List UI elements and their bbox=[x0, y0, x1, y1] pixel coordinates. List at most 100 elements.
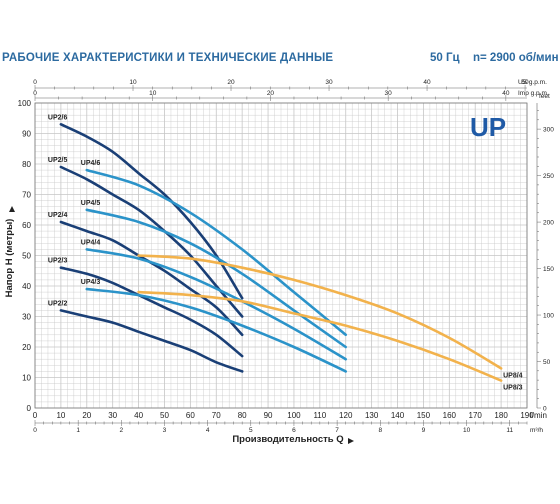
y-tick-label: 60 bbox=[22, 221, 31, 230]
x-tick-label: 90 bbox=[264, 411, 273, 420]
secondary-tick-label: 10 bbox=[463, 427, 471, 434]
y-axis-label: Напор H (метры) bbox=[4, 219, 15, 298]
secondary-tick-label: 7 bbox=[335, 427, 339, 434]
imp-gpm-unit-label: Imp g.p.m. bbox=[518, 90, 549, 97]
x-tick-label: 160 bbox=[443, 411, 457, 420]
secondary-tick-label: 0 bbox=[33, 79, 37, 86]
secondary-tick-label: 40 bbox=[423, 79, 431, 86]
x-tick-label: 60 bbox=[186, 411, 195, 420]
x-tick-label: 70 bbox=[212, 411, 221, 420]
us-gpm-unit-label: US g.p.m. bbox=[518, 79, 547, 86]
series-label-up2-6: UP2/6 bbox=[48, 114, 68, 121]
series-label-up8-4: UP8/4 bbox=[503, 372, 523, 379]
series-label-up2-4: UP2/4 bbox=[48, 212, 68, 219]
y-tick-label: 10 bbox=[22, 374, 31, 383]
secondary-tick-label: 5 bbox=[249, 427, 253, 434]
secondary-tick-label: 8 bbox=[378, 427, 382, 434]
chart-title: РАБОЧИЕ ХАРАКТЕРИСТИКИ И ТЕХНИЧЕСКИЕ ДАН… bbox=[2, 52, 334, 64]
series-line-up2-5 bbox=[59, 165, 244, 318]
series-labels: UP2/6 UP2/5 UP2/4 UP2/3 UP2/2 UP4/6 UP4/5 UP4/4… bbox=[48, 114, 523, 391]
frequency-label: 50 Гц bbox=[430, 52, 460, 64]
series-line-up2-3 bbox=[59, 266, 244, 358]
feet-tick-label: 50 bbox=[543, 359, 551, 366]
x-tick-label: 80 bbox=[238, 411, 247, 420]
x-unit-label: l/min bbox=[530, 411, 547, 420]
y-tick-label: 90 bbox=[22, 130, 31, 139]
feet-tick-label: 0 bbox=[543, 406, 547, 413]
y-tick-label: 50 bbox=[22, 252, 31, 261]
chart-series bbox=[59, 123, 503, 382]
secondary-tick-label: 20 bbox=[267, 90, 275, 97]
series-line-up8-3 bbox=[137, 290, 503, 382]
y-tick-label: 0 bbox=[27, 404, 32, 413]
x-tick-label: 30 bbox=[108, 411, 117, 420]
x-axis-label: Производительность Q bbox=[232, 434, 343, 445]
secondary-tick-label: 30 bbox=[325, 79, 333, 86]
x-tick-label: 40 bbox=[134, 411, 143, 420]
x-tick-label: 170 bbox=[469, 411, 483, 420]
x-tick-label: 20 bbox=[82, 411, 91, 420]
series-label-up4-6: UP4/6 bbox=[81, 160, 101, 167]
secondary-tick-label: 0 bbox=[33, 90, 37, 97]
secondary-tick-label: 1 bbox=[76, 427, 80, 434]
series-line-up4-6 bbox=[85, 168, 347, 337]
series-line-up2-2 bbox=[59, 309, 244, 373]
y-tick-label: 100 bbox=[18, 99, 32, 108]
secondary-tick-label: 10 bbox=[149, 90, 157, 97]
feet-tick-label: 300 bbox=[543, 127, 554, 134]
x-tick-label: 130 bbox=[365, 411, 379, 420]
x-tick-label: 120 bbox=[339, 411, 353, 420]
secondary-tick-label: 11 bbox=[506, 427, 513, 434]
chart-header: РАБОЧИЕ ХАРАКТЕРИСТИКИ И ТЕХНИЧЕСКИЕ ДАН… bbox=[0, 50, 560, 70]
feet-unit-label: feet bbox=[539, 93, 550, 100]
series-label-up4-3: UP4/3 bbox=[81, 279, 101, 286]
series-label-up2-5: UP2/5 bbox=[48, 157, 68, 164]
secondary-tick-label: 4 bbox=[206, 427, 210, 434]
secondary-tick-label: 30 bbox=[385, 90, 393, 97]
feet-tick-label: 250 bbox=[543, 173, 554, 180]
series-line-up2-6 bbox=[59, 123, 244, 300]
secondary-tick-label: 6 bbox=[292, 427, 296, 434]
series-label-up2-2: UP2/2 bbox=[48, 300, 68, 307]
secondary-tick-label: 2 bbox=[120, 427, 124, 434]
x-tick-label: 0 bbox=[33, 411, 38, 420]
x-tick-label: 50 bbox=[160, 411, 169, 420]
feet-tick-label: 100 bbox=[543, 313, 554, 320]
y-tick-label: 40 bbox=[22, 282, 31, 291]
series-label-up4-5: UP4/5 bbox=[81, 200, 101, 207]
x-tick-label: 140 bbox=[391, 411, 405, 420]
x-tick-label: 110 bbox=[313, 411, 326, 420]
series-label-up4-4: UP4/4 bbox=[81, 239, 101, 246]
series-line-up4-4 bbox=[85, 248, 347, 361]
series-label-up8-3: UP8/3 bbox=[503, 385, 523, 392]
series-line-up4-3 bbox=[85, 287, 347, 373]
x-tick-label: 100 bbox=[287, 411, 301, 420]
series-line-up8-4 bbox=[137, 254, 503, 370]
x-axis-arrow-icon bbox=[348, 438, 354, 444]
secondary-tick-label: 10 bbox=[129, 79, 137, 86]
secondary-tick-label: 3 bbox=[163, 427, 167, 434]
secondary-tick-label: 20 bbox=[227, 79, 235, 86]
y-tick-label: 20 bbox=[22, 343, 31, 352]
y-tick-label: 30 bbox=[22, 313, 31, 322]
m3h-unit-label: m³/h bbox=[530, 427, 543, 434]
x-tick-label: 150 bbox=[417, 411, 431, 420]
plot-frame bbox=[34, 102, 528, 409]
secondary-tick-label: 9 bbox=[422, 427, 426, 434]
x-tick-label: 10 bbox=[56, 411, 65, 420]
y-tick-label: 80 bbox=[22, 160, 31, 169]
brand-logo: UP bbox=[470, 112, 506, 142]
series-label-up2-3: UP2/3 bbox=[48, 258, 68, 265]
y-axis-arrow-icon bbox=[9, 206, 15, 212]
chart-axes: 0 10 20 30 40 50 60 70 80 90 100 110 120 130 140 150 160… bbox=[9, 79, 554, 444]
y-tick-label: 70 bbox=[22, 191, 31, 200]
x-tick-label: 180 bbox=[494, 411, 508, 420]
secondary-tick-label: 50 bbox=[521, 79, 529, 86]
feet-tick-label: 200 bbox=[543, 220, 554, 227]
feet-tick-label: 150 bbox=[543, 266, 554, 273]
secondary-tick-label: 40 bbox=[502, 90, 510, 97]
speed-label: n= 2900 об/мин bbox=[473, 52, 559, 64]
x-tick-label: 190 bbox=[520, 411, 534, 420]
secondary-tick-label: 0 bbox=[33, 427, 37, 434]
